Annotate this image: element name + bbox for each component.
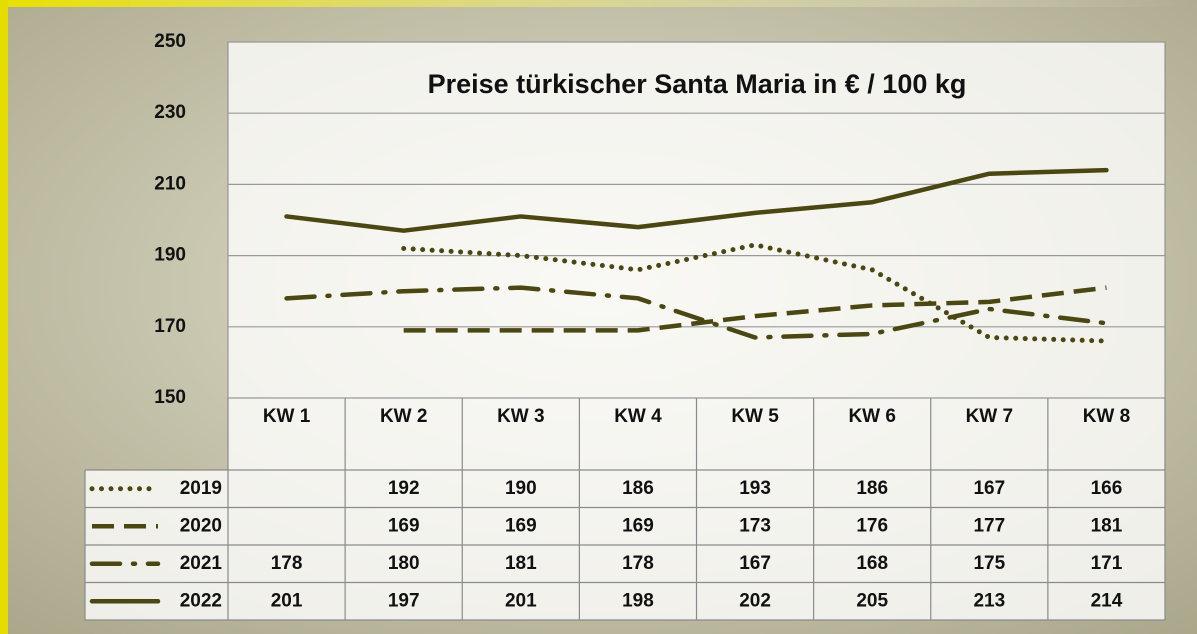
x-tick-cell: KW 5 — [697, 400, 814, 470]
table-value: 173 — [739, 515, 771, 536]
table-value: 214 — [1091, 590, 1123, 611]
legend-label: 2022 — [180, 590, 222, 611]
table-value: 181 — [1091, 515, 1123, 536]
x-tick-label: KW 1 — [262, 400, 312, 434]
x-tick-cell: KW 8 — [1048, 400, 1165, 470]
y-tick-label: 190 — [154, 245, 186, 266]
x-tick-label: KW 8 — [1081, 400, 1131, 434]
table-value: 175 — [973, 553, 1005, 574]
x-tick-label: KW 4 — [613, 400, 663, 434]
table-value: 171 — [1091, 553, 1123, 574]
x-tick-cell: KW 7 — [931, 400, 1048, 470]
chart: Preise türkischer Santa Maria in € / 100… — [0, 0, 1197, 634]
x-tick-cell: KW 2 — [345, 400, 462, 470]
y-tick-label: 250 — [154, 31, 186, 52]
table-value: 201 — [271, 590, 303, 611]
x-tick-label: KW 3 — [496, 400, 546, 434]
x-tick-label: KW 2 — [379, 400, 429, 434]
table-value: 169 — [388, 515, 420, 536]
table-value: 201 — [505, 590, 537, 611]
table-value: 205 — [856, 590, 888, 611]
y-tick-label: 230 — [154, 102, 186, 123]
chart-title: Preise türkischer Santa Maria in € / 100… — [428, 69, 967, 99]
x-tick-label: KW 5 — [730, 400, 780, 434]
left-band — [0, 0, 8, 634]
x-tick-label: KW 7 — [964, 400, 1014, 434]
table-value: 168 — [856, 553, 888, 574]
table-value: 186 — [622, 478, 654, 499]
table-value: 169 — [505, 515, 537, 536]
table-value: 198 — [622, 590, 654, 611]
table-value: 180 — [388, 553, 420, 574]
top-band — [0, 0, 1197, 7]
y-tick-label: 170 — [154, 316, 186, 337]
table-value: 193 — [739, 478, 771, 499]
table-value: 197 — [388, 590, 420, 611]
table-value: 202 — [739, 590, 771, 611]
x-tick-cell: KW 3 — [462, 400, 579, 470]
table-value: 167 — [973, 478, 1005, 499]
legend-label: 2019 — [180, 478, 222, 499]
legend-label: 2021 — [180, 553, 223, 574]
table-value: 178 — [622, 553, 654, 574]
x-tick-label: KW 6 — [847, 400, 897, 434]
x-tick-cell: KW 1 — [228, 400, 345, 470]
x-tick-cell: KW 6 — [814, 400, 931, 470]
table-value: 192 — [388, 478, 420, 499]
table-value: 213 — [973, 590, 1005, 611]
table-value: 169 — [622, 515, 654, 536]
table-value: 186 — [856, 478, 888, 499]
y-tick-label: 150 — [154, 387, 186, 408]
table-value: 167 — [739, 553, 771, 574]
table-value: 177 — [973, 515, 1005, 536]
table-value: 176 — [856, 515, 888, 536]
table-value: 181 — [505, 553, 537, 574]
y-tick-label: 210 — [154, 173, 186, 194]
table-value: 166 — [1091, 478, 1123, 499]
table-value: 178 — [271, 553, 303, 574]
page: {"chart_data": {"type": "line", "title":… — [0, 0, 1197, 634]
legend-label: 2020 — [180, 515, 222, 536]
x-tick-cell: KW 4 — [579, 400, 696, 470]
table-value: 190 — [505, 478, 537, 499]
